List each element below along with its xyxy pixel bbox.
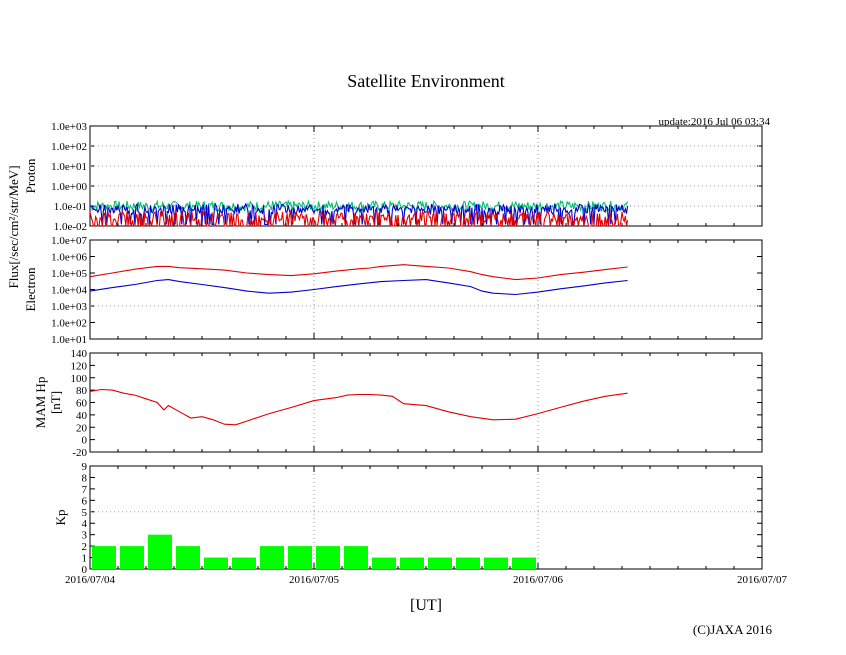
hp-series [89,388,628,426]
electron-ytick-label: 1.0e+07 [51,235,87,247]
electron-ylabel: Electron [23,267,38,312]
x-tick-label: 2016/07/04 [65,574,116,586]
chart-title: Satellite Environment [347,71,504,91]
proton-ytick-label: 1.0e-01 [54,201,87,213]
x-tick-label: 2016/07/07 [737,574,788,586]
mam-hp-ytick-label: -20 [72,447,87,459]
kp-ytick-label: 8 [82,472,88,484]
electron-panel: 1.0e+07 1.0e+06 1.0e+05 1.0e+04 1.0e+03 1.0e+… [23,235,763,346]
kp-bar [484,557,508,569]
kp-ytick-label: 3 [82,530,88,542]
kp-bar [148,534,172,569]
x-axis-label: [UT] [410,597,442,614]
kp-bar [512,557,536,569]
kp-ytick-label: 2 [82,541,88,553]
mam-hp-ytick-label: 140 [71,348,88,360]
proton-ylabel: Proton [23,158,38,193]
kp-bar [456,557,480,569]
electron-ytick-label: 1.0e+02 [51,318,87,330]
kp-ytick-label: 9 [82,461,88,473]
mam-hp-frame [89,352,763,453]
kp-ytick-label: 6 [82,495,88,507]
electron-ytick-label: 1.0e+01 [51,334,87,346]
electron-high-series [89,264,628,281]
kp-bar [260,546,284,569]
mam-hp-ytick-label: 80 [76,385,88,397]
x-tick-label: 2016/07/05 [289,574,340,586]
mam-hp-ytick-label: 100 [71,373,88,385]
mam-hp-ytick-label: 20 [76,422,88,434]
proton-panel: 1.0e+03 1.0e+02 1.0e+01 1.0e+00 1.0e-01 1.0e-… [23,121,763,233]
kp-bar [316,546,340,569]
update-timestamp: update:2016 Jul 06 03:34 [658,116,770,128]
mam-hp-ylabel-unit: [nT] [48,391,63,414]
proton-ytick-label: 1.0e+02 [51,141,87,153]
mam-hp-ytick-label: 40 [76,410,88,422]
kp-bar [428,557,452,569]
kp-bar [120,546,144,569]
kp-bar [92,546,116,569]
flux-unit-label: Flux[/sec/cm²/str/MeV] [6,165,21,288]
kp-ytick-label: 7 [82,484,88,496]
x-tick-label: 2016/07/06 [513,574,564,586]
mam-hp-ytick-label: 120 [71,360,88,372]
kp-bar [288,546,312,569]
kp-bar [372,557,396,569]
electron-low-series [89,279,628,296]
proton-ytick-label: 1.0e-02 [54,221,87,233]
electron-frame [89,239,763,340]
kp-bar [176,546,200,569]
electron-ytick-label: 1.0e+03 [51,301,87,313]
kp-ytick-label: 5 [82,507,88,519]
kp-bar [344,546,368,569]
mam-hp-ytick-label: 0 [82,435,88,447]
proton-red-series [89,210,629,227]
electron-ytick-label: 1.0e+04 [51,285,87,297]
kp-bar [204,557,228,569]
copyright: (C)JAXA 2016 [693,622,773,637]
kp-frame [89,465,763,570]
kp-bar [400,557,424,569]
kp-ytick-label: 0 [82,564,88,576]
flux-axis-label: Flux[/sec/cm²/str/MeV] [6,165,21,288]
kp-ytick-label: 1 [82,553,88,565]
proton-ytick-label: 1.0e+03 [51,121,87,133]
kp-bar [232,557,256,569]
electron-ytick-label: 1.0e+06 [51,252,87,264]
electron-ytick-label: 1.0e+05 [51,268,87,280]
kp-ylabel: Kp [53,510,68,526]
proton-ytick-label: 1.0e+00 [51,181,87,193]
mam-hp-ylabel: MAM Hp [33,377,48,429]
mam-hp-ytick-label: 60 [76,398,88,410]
proton-blue-series [89,202,629,225]
proton-ytick-label: 1.0e+01 [51,161,87,173]
kp-ytick-label: 4 [82,518,88,530]
